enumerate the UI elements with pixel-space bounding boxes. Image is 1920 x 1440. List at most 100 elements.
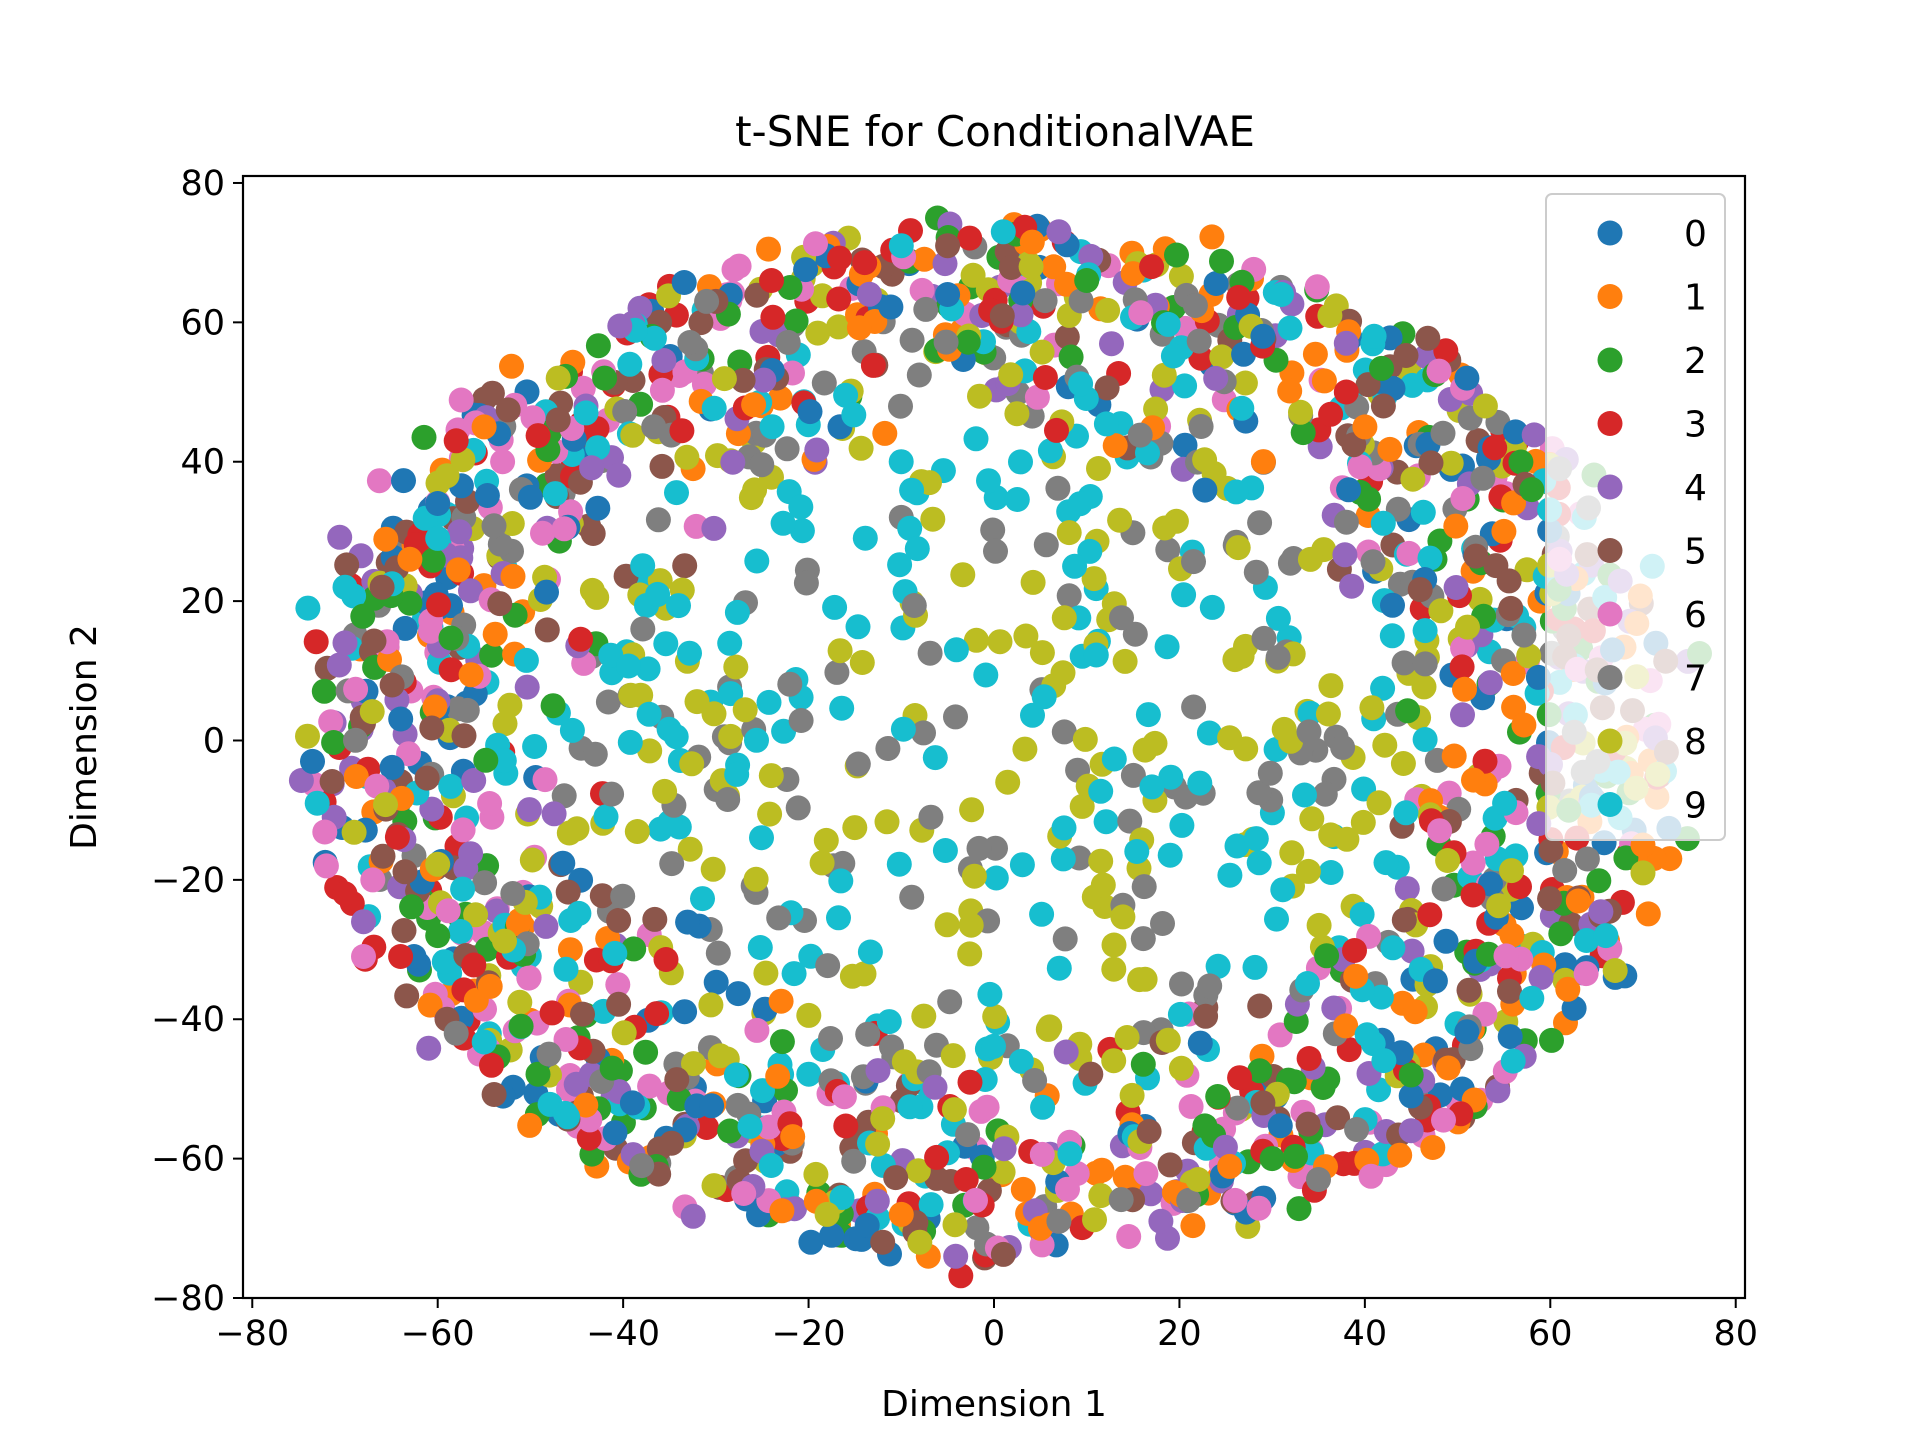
scatter-point-1 <box>1511 712 1537 738</box>
scatter-point-9 <box>1037 438 1063 464</box>
scatter-point-9 <box>717 630 743 656</box>
legend-item-8: 8 <box>1597 722 1707 763</box>
scatter-point-6 <box>649 377 675 403</box>
scatter-point-6 <box>1116 1224 1142 1249</box>
legend-marker <box>1597 792 1623 817</box>
scatter-point-9 <box>635 656 661 682</box>
scatter-point-7 <box>749 452 775 478</box>
scatter-point-4 <box>351 909 376 935</box>
scatter-point-8 <box>1069 793 1095 819</box>
scatter-point-8 <box>1232 370 1258 396</box>
scatter-point-2 <box>1259 1146 1285 1172</box>
scatter-point-8 <box>677 836 703 862</box>
legend-item-2: 2 <box>1597 341 1707 382</box>
scatter-point-9 <box>1167 1001 1193 1027</box>
scatter-point-8 <box>652 778 678 804</box>
scatter-point-1 <box>1501 490 1527 516</box>
scatter-point-5 <box>495 397 521 423</box>
scatter-point-4 <box>1398 1118 1424 1144</box>
scatter-point-2 <box>971 1154 997 1180</box>
scatter-point-8 <box>1168 1055 1194 1081</box>
scatter-point-8 <box>519 847 545 873</box>
scatter-point-4 <box>606 462 632 488</box>
scatter-point-8 <box>679 751 705 777</box>
scatter-point-8 <box>579 577 605 603</box>
scatter-point-9 <box>1062 553 1088 579</box>
scatter-point-7 <box>1130 926 1156 952</box>
scatter-point-6 <box>1450 486 1476 511</box>
scatter-point-7 <box>1333 509 1359 535</box>
scatter-point-5 <box>990 1241 1016 1267</box>
scatter-point-6 <box>605 972 631 998</box>
scatter-point-7 <box>1470 465 1496 491</box>
scatter-point-7 <box>1197 973 1223 999</box>
scatter-point-3 <box>525 423 551 449</box>
scatter-point-1 <box>846 315 872 341</box>
scatter-point-9 <box>1268 282 1294 307</box>
scatter-point-9 <box>822 594 848 620</box>
scatter-point-2 <box>1369 355 1394 381</box>
legend-item-6: 6 <box>1597 595 1707 636</box>
scatter-point-6 <box>1055 1176 1080 1202</box>
scatter-point-6 <box>1396 540 1422 566</box>
scatter-point-4 <box>514 674 540 700</box>
scatter-point-4 <box>461 768 487 793</box>
legend-marker <box>1597 220 1623 246</box>
x-tick-label: −40 <box>586 1314 660 1354</box>
scatter-point-6 <box>1347 454 1373 480</box>
scatter-point-2 <box>321 730 347 755</box>
scatter-point-4 <box>1078 243 1104 269</box>
scatter-point-2 <box>508 1013 534 1039</box>
scatter-point-9 <box>888 449 914 475</box>
scatter-point-9 <box>664 480 689 506</box>
scatter-point-4 <box>1008 302 1034 328</box>
scatter-point-9 <box>833 382 859 408</box>
scatter-point-9 <box>513 647 539 673</box>
scatter-point-1 <box>1635 901 1661 927</box>
legend-label: 2 <box>1684 341 1707 382</box>
scatter-point-8 <box>1101 1048 1127 1074</box>
scatter-point-9 <box>690 886 715 912</box>
scatter-point-9 <box>617 351 643 377</box>
scatter-point-8 <box>940 1043 966 1069</box>
scatter-point-7 <box>1122 621 1148 647</box>
scatter-point-1 <box>505 911 531 937</box>
scatter-point-4 <box>701 515 727 541</box>
scatter-point-2 <box>420 547 446 573</box>
scatter-point-3 <box>1227 1065 1253 1091</box>
scatter-point-9 <box>1318 860 1344 885</box>
legend-box <box>1545 193 1726 841</box>
scatter-point-6 <box>1029 1141 1055 1167</box>
scatter-point-1 <box>1311 368 1337 394</box>
legend-marker <box>1597 538 1623 563</box>
scatter-point-9 <box>1264 906 1289 932</box>
scatter-point-9 <box>1410 499 1436 525</box>
scatter-point-2 <box>1205 1084 1231 1109</box>
scatter-point-7 <box>1108 1187 1134 1213</box>
scatter-point-8 <box>1315 701 1341 727</box>
scatter-point-4 <box>943 1243 969 1269</box>
scatter-point-9 <box>1223 479 1249 505</box>
scatter-point-8 <box>1390 751 1416 776</box>
scatter-point-8 <box>1020 569 1046 595</box>
scatter-point-2 <box>411 424 437 450</box>
scatter-point-9 <box>1008 449 1033 475</box>
scatter-point-1 <box>767 385 793 411</box>
scatter-point-7 <box>715 787 741 812</box>
scatter-point-8 <box>492 711 518 737</box>
scatter-point-5 <box>1078 1061 1104 1087</box>
scatter-point-3 <box>1296 1046 1322 1071</box>
scatter-point-9 <box>1412 727 1438 752</box>
scatter-point-9 <box>1349 901 1375 927</box>
scatter-point-6 <box>744 1017 770 1043</box>
scatter-point-7 <box>481 513 507 539</box>
scatter-point-3 <box>1333 379 1359 405</box>
scatter-point-4 <box>332 630 358 656</box>
scatter-point-9 <box>431 949 457 975</box>
scatter-point-2 <box>1164 242 1189 268</box>
scatter-point-6 <box>1222 1187 1248 1213</box>
x-tick-label: −80 <box>215 1314 289 1354</box>
scatter-point-6 <box>963 1187 988 1213</box>
scatter-point-4 <box>1099 331 1124 357</box>
scatter-point-3 <box>479 1052 504 1078</box>
